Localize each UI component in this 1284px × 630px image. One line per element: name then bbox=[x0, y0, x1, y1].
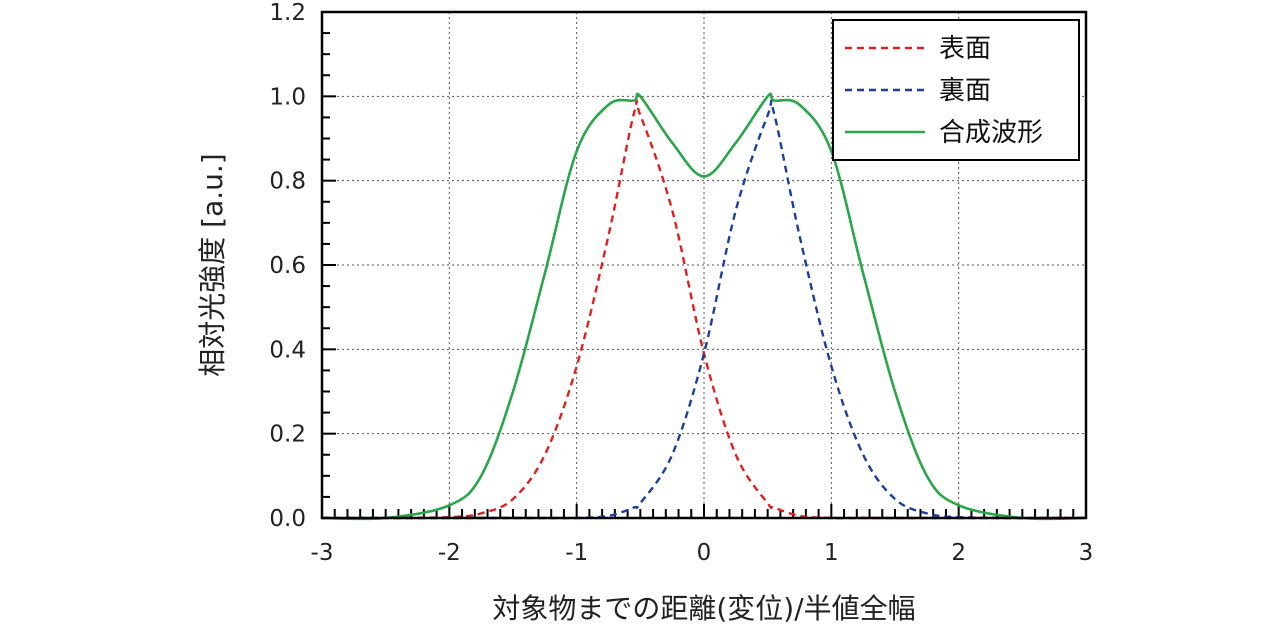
series-layer bbox=[321, 92, 1087, 521]
y-tick-labels: 0.0 0.2 0.4 0.6 0.8 1.0 1.2 bbox=[269, 0, 306, 532]
legend-label-0: 表面 bbox=[939, 34, 991, 64]
legend-label-2: 合成波形 bbox=[939, 118, 1043, 148]
y-tick-label: 0.6 bbox=[269, 253, 306, 279]
x-tick-label: -1 bbox=[565, 540, 588, 566]
x-tick-label: 0 bbox=[697, 540, 712, 566]
y-tick-label: 0.8 bbox=[269, 169, 306, 195]
x-tick-label: 1 bbox=[824, 540, 839, 566]
y-tick-label: 1.2 bbox=[269, 0, 306, 26]
x-tick-label: 3 bbox=[1079, 540, 1094, 566]
series-line-2 bbox=[321, 92, 1087, 521]
x-tick-label: -3 bbox=[311, 540, 334, 566]
x-tick-label: -2 bbox=[438, 540, 461, 566]
legend-label-1: 裏面 bbox=[939, 76, 991, 106]
series-line-1 bbox=[322, 99, 1087, 520]
y-axis-label: 相対光強度 [a.u.] bbox=[196, 153, 229, 376]
grid bbox=[322, 12, 1086, 518]
x-tick-label: 2 bbox=[951, 540, 966, 566]
y-tick-label: 0.2 bbox=[269, 422, 306, 448]
x-tick-labels: -3 -2 -1 0 1 2 3 bbox=[311, 540, 1094, 566]
y-tick-label: 0.0 bbox=[269, 506, 306, 532]
plot-frame bbox=[320, 10, 1088, 520]
y-tick-label: 1.0 bbox=[269, 84, 306, 110]
x-axis-label: 対象物までの距離(変位)/半値全幅 bbox=[492, 592, 915, 625]
series-line-0 bbox=[321, 99, 1086, 520]
y-tick-label: 0.4 bbox=[269, 337, 306, 363]
